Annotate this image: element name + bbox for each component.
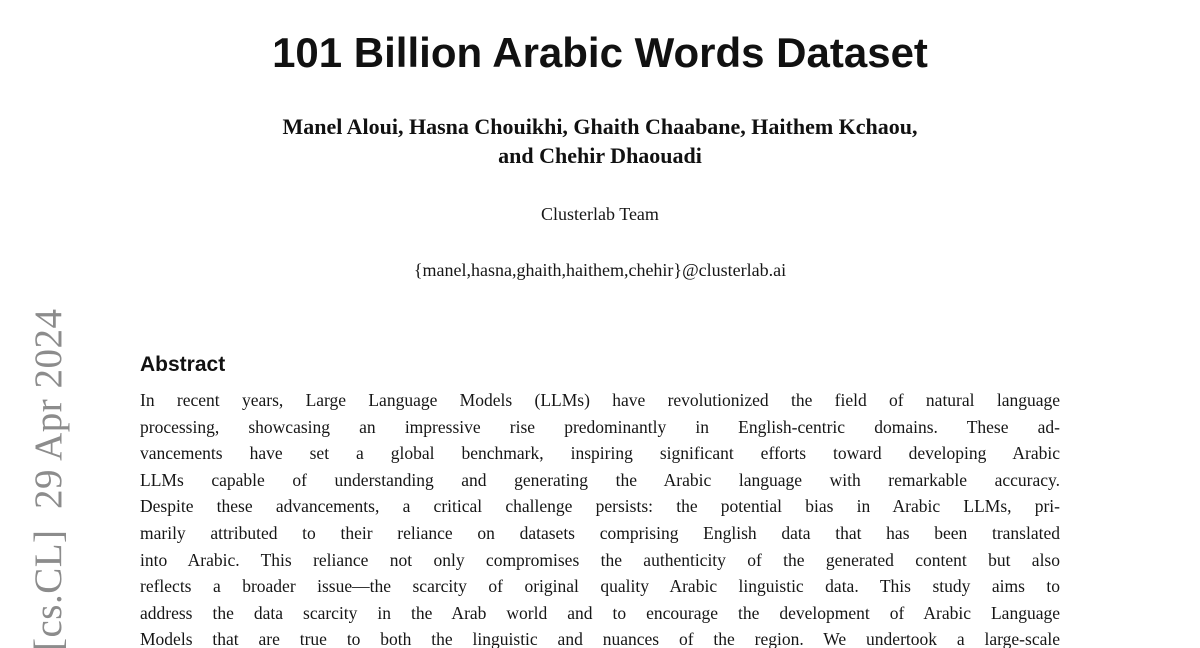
- abstract-text: In recent years, Large Language Models (…: [140, 387, 1060, 648]
- abstract-line: reflects a broader issue—the scarcity of…: [140, 576, 1060, 597]
- author-list: Manel Aloui, Hasna Chouikhi, Ghaith Chaa…: [140, 112, 1060, 170]
- author-line: and Chehir Dhaouadi: [498, 143, 702, 168]
- email-line: {manel,hasna,ghaith,haithem,chehir}@clus…: [413, 260, 787, 280]
- abstract-line: address the data scarcity in the Arab wo…: [140, 602, 1060, 623]
- abstract-heading: Abstract: [140, 353, 226, 376]
- paper-content: 101 Billion Arabic Words Dataset Manel A…: [140, 0, 1060, 648]
- author-line: Manel Aloui, Hasna Chouikhi, Ghaith Chaa…: [282, 114, 918, 139]
- abstract-line: vancements have set a global benchmark, …: [140, 443, 1060, 464]
- affiliation: Clusterlab Team: [541, 204, 659, 224]
- abstract-line: Models that are true to both the linguis…: [140, 629, 1060, 648]
- paper-title: 101 Billion Arabic Words Dataset: [272, 29, 928, 76]
- arxiv-sidebar-stamp: [cs.CL] 29 Apr 2024: [27, 308, 70, 648]
- abstract-line: marily attributed to their reliance on d…: [140, 522, 1060, 543]
- abstract-line: into Arabic. This reliance not only comp…: [140, 549, 1060, 570]
- abstract-line: Despite these advancements, a critical c…: [140, 496, 1060, 517]
- abstract-line: processing, showcasing an impressive ris…: [140, 416, 1060, 437]
- abstract-line: LLMs capable of understanding and genera…: [140, 469, 1060, 490]
- abstract-line: In recent years, Large Language Models (…: [140, 390, 1060, 410]
